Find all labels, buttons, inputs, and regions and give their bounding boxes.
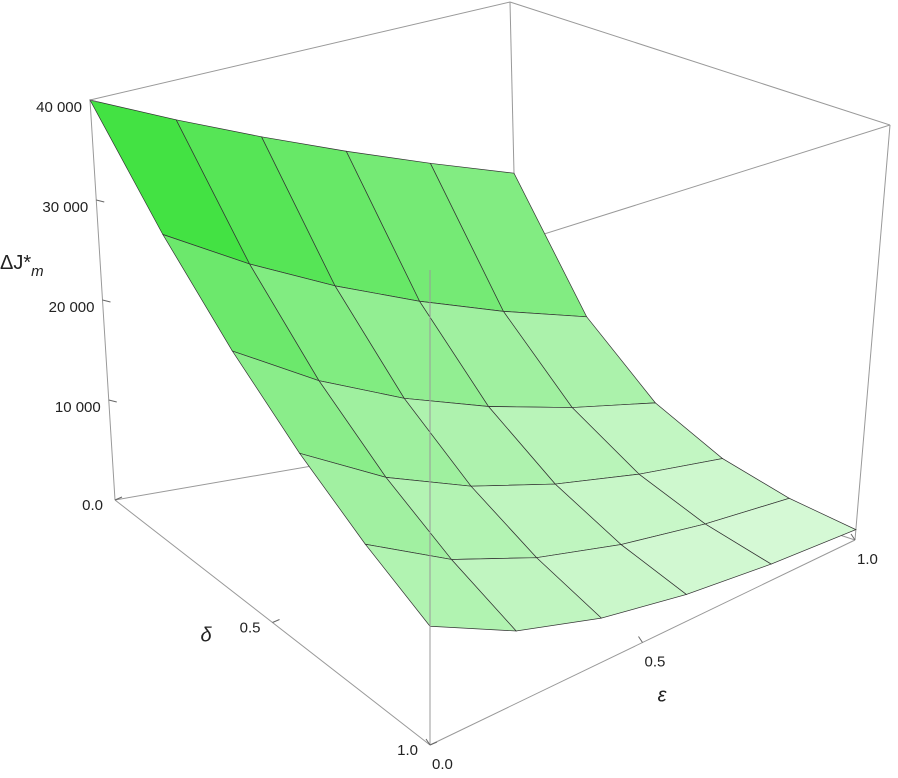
box-edge [89, 1, 511, 101]
z-tick-label: 20 000 [49, 299, 95, 316]
x-tick [850, 533, 856, 541]
surface-patch [364, 543, 517, 632]
y-tick-label: 1.0 [397, 742, 418, 759]
y-tick-label: 0.5 [240, 619, 261, 636]
z-axis-label: ΔJ*m [0, 252, 44, 280]
x-tick-label: 1.0 [857, 551, 878, 568]
x-tick-label: 0.0 [432, 756, 453, 773]
box-edge [854, 124, 891, 541]
z-tick [96, 199, 105, 203]
z-tick [89, 99, 99, 103]
x-tick-label: 0.5 [645, 653, 666, 670]
y-axis-label: δ [200, 624, 212, 646]
z-tick [102, 299, 111, 303]
x-axis-label: ε [658, 684, 668, 706]
z-tick-label: 40 000 [36, 99, 82, 116]
x-tick [425, 738, 431, 746]
z-tick-label: 30 000 [42, 199, 88, 216]
z-axis-label-sub: m [31, 263, 44, 280]
y-tick [114, 496, 123, 501]
z-axis-label-main: ΔJ* [0, 252, 31, 274]
y-tick [429, 741, 438, 746]
y-tick [272, 619, 280, 623]
x-tick [638, 636, 643, 643]
y-tick-label: 0.0 [82, 497, 103, 514]
z-tick-label: 10 000 [55, 399, 101, 416]
box-edge [509, 1, 891, 126]
z-tick [108, 399, 117, 403]
